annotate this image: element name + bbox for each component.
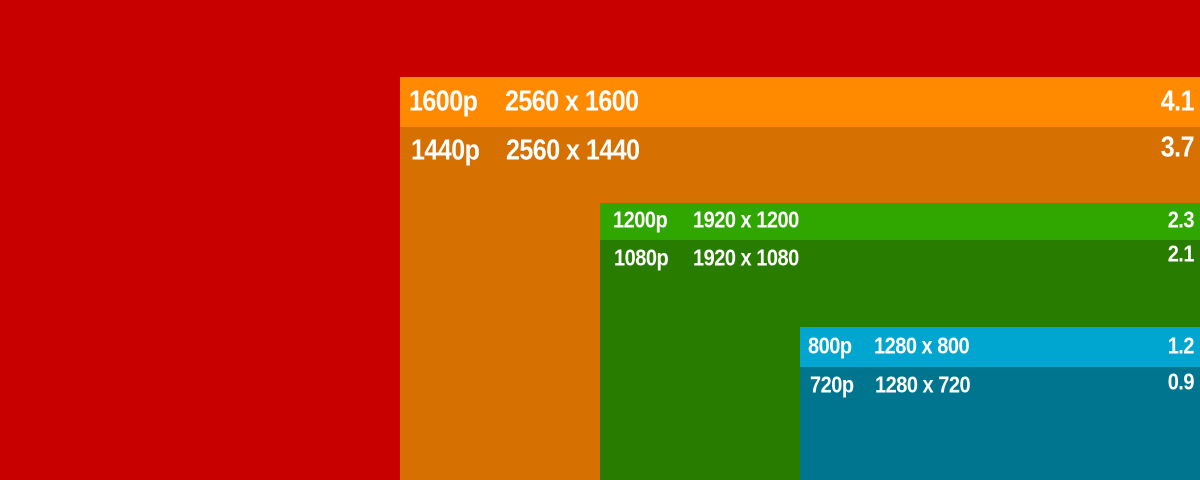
band-720p: 720p 1280 x 720 0.9	[800, 367, 1200, 480]
band-resolution: 1280 x 720	[875, 373, 971, 399]
band-name: 1440p	[411, 134, 480, 167]
band-name: 1600p	[409, 85, 478, 118]
band-name: 1200p	[613, 208, 668, 234]
band-name: 1080p	[614, 246, 669, 272]
tier-1280: 800p 1280 x 800 1.2 720p 1280 x 720 0.9	[800, 327, 1200, 480]
band-value: 4.1	[1160, 85, 1195, 118]
band-value: 3.7	[1160, 131, 1195, 164]
band-name: 800p	[808, 334, 852, 360]
band-resolution: 1920 x 1080	[693, 246, 799, 272]
band-value: 1.2	[1167, 334, 1195, 360]
band-name: 720p	[810, 373, 854, 399]
band-value: 0.9	[1167, 370, 1195, 396]
band-resolution: 1920 x 1200	[693, 208, 799, 234]
band-resolution: 1280 x 800	[874, 334, 970, 360]
band-1200p: 1200p 1920 x 1200 2.3	[600, 203, 1200, 240]
band-800p: 800p 1280 x 800 1.2	[800, 327, 1200, 367]
band-resolution: 2560 x 1600	[505, 85, 639, 118]
band-value: 2.3	[1167, 208, 1195, 234]
band-value: 2.1	[1167, 242, 1195, 268]
band-resolution: 2560 x 1440	[506, 134, 640, 167]
band-1600p: 1600p 2560 x 1600 4.1	[400, 77, 1200, 127]
